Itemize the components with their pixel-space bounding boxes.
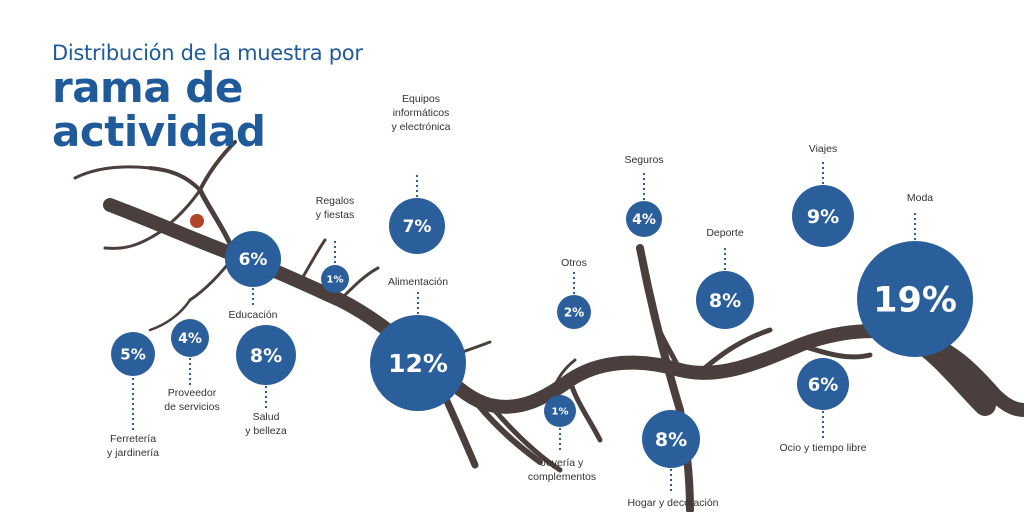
bubble-seguros <box>626 201 662 237</box>
category-label-seguros: Seguros <box>624 154 663 166</box>
bubble-educacion <box>225 231 281 287</box>
bubble-equipos-informaticos-y-electronica <box>389 198 445 254</box>
bubble-viajes <box>792 185 854 247</box>
value-label-joyeria-y-complementos: 1% <box>552 407 569 418</box>
value-label-regalos-y-fiestas: 1% <box>327 275 344 286</box>
chart-subtitle: Distribución de la muestra por <box>52 41 363 65</box>
value-label-proveedor-de-servicios: 4% <box>178 331 202 347</box>
value-label-alimentacion: 12% <box>388 349 448 378</box>
bubble-deporte <box>696 271 754 329</box>
bubble-salud-y-belleza <box>236 325 296 385</box>
category-label-joyeria-y-complementos: Joyería y complementos <box>528 457 596 483</box>
fruit-icon <box>190 214 204 228</box>
category-label-alimentacion: Alimentación <box>388 276 448 288</box>
category-label-proveedor-de-servicios: Proveedor de servicios <box>164 387 219 413</box>
value-label-equipos-informaticos-y-electronica: 7% <box>403 217 432 237</box>
bubbles-group: 5% 4% 6% 8% 1% 7% 12% 2% 1% 4% 8% 8% 9% 6% 19% <box>111 185 973 468</box>
bubble-joyeria-y-complementos <box>544 395 576 427</box>
bubble-otros <box>557 295 591 329</box>
category-label-equipos-informaticos-y-electronica: Equipos informáticos y electrónica <box>392 93 451 133</box>
category-label-deporte: Deporte <box>706 227 744 239</box>
value-label-viajes: 9% <box>807 206 839 228</box>
chart-title: Distribución de la muestra por rama de a… <box>52 40 363 154</box>
value-label-otros: 2% <box>564 305 584 319</box>
category-label-regalos-y-fiestas: Regalos y fiestas <box>316 195 355 221</box>
chart-title-line-1: rama de <box>52 63 243 112</box>
bubble-ocio-y-tiempo-libre <box>797 358 849 410</box>
category-label-otros: Otros <box>561 257 587 269</box>
bubble-regalos-y-fiestas <box>321 265 349 293</box>
bubble-ferreteria-y-jardineria <box>111 332 155 376</box>
leader-lines <box>132 160 916 494</box>
value-label-ferreteria-y-jardineria: 5% <box>120 345 145 363</box>
category-label-salud-y-belleza: Salud y belleza <box>245 411 287 437</box>
category-label-educacion: Educación <box>228 309 277 321</box>
category-label-ocio-y-tiempo-libre: Ocio y tiempo libre <box>780 442 867 454</box>
bubble-hogar-y-decoracion <box>642 410 700 468</box>
category-label-hogar-y-decoracion: Hogar y decoración <box>627 497 718 509</box>
category-label-ferreteria-y-jardineria: Ferretería y jardinería <box>107 433 159 459</box>
chart-title-line-2: actividad <box>52 107 266 156</box>
value-label-hogar-y-decoracion: 8% <box>655 429 687 451</box>
value-label-seguros: 4% <box>632 212 656 228</box>
bubble-moda <box>857 241 973 357</box>
value-label-ocio-y-tiempo-libre: 6% <box>808 374 839 395</box>
value-label-deporte: 8% <box>709 290 741 312</box>
category-label-moda: Moda <box>907 192 933 204</box>
bubble-proveedor-de-servicios <box>171 319 209 357</box>
category-label-viajes: Viajes <box>809 143 837 155</box>
value-label-salud-y-belleza: 8% <box>250 345 282 367</box>
value-label-educacion: 6% <box>239 250 268 270</box>
bubble-alimentacion <box>370 315 466 411</box>
value-label-moda: 19% <box>873 281 957 321</box>
